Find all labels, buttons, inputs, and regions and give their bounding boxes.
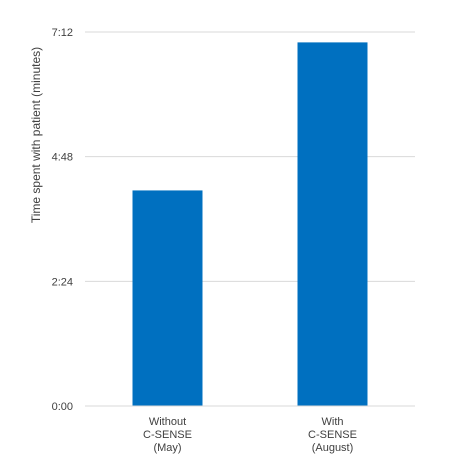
x-tick-label: Without C-SENSE (May) (143, 416, 192, 454)
y-axis-ticks: 0:00 2:24 4:48 7:12 (52, 27, 73, 413)
bar (297, 42, 368, 407)
x-axis-ticks: Without C-SENSE (May)With C-SENSE (August) (143, 416, 357, 454)
y-tick-label: 0:00 (52, 401, 73, 413)
y-tick-label: 4:48 (52, 152, 73, 164)
y-tick-label: 2:24 (52, 276, 73, 288)
x-tick-label-line: With (322, 416, 344, 428)
x-tick-label-line: C-SENSE (308, 429, 357, 441)
x-tick-label-line: (May) (153, 442, 181, 454)
x-tick-label-line: (August) (312, 442, 354, 454)
x-tick-label: With C-SENSE (August) (308, 416, 357, 454)
y-axis-label: Time spent with patient (minutes) (29, 47, 43, 223)
y-tick-label: 7:12 (52, 27, 73, 39)
x-tick-label-line: C-SENSE (143, 429, 192, 441)
x-tick-label-line: Without (149, 416, 186, 428)
bars (132, 42, 368, 407)
bar (132, 190, 203, 406)
